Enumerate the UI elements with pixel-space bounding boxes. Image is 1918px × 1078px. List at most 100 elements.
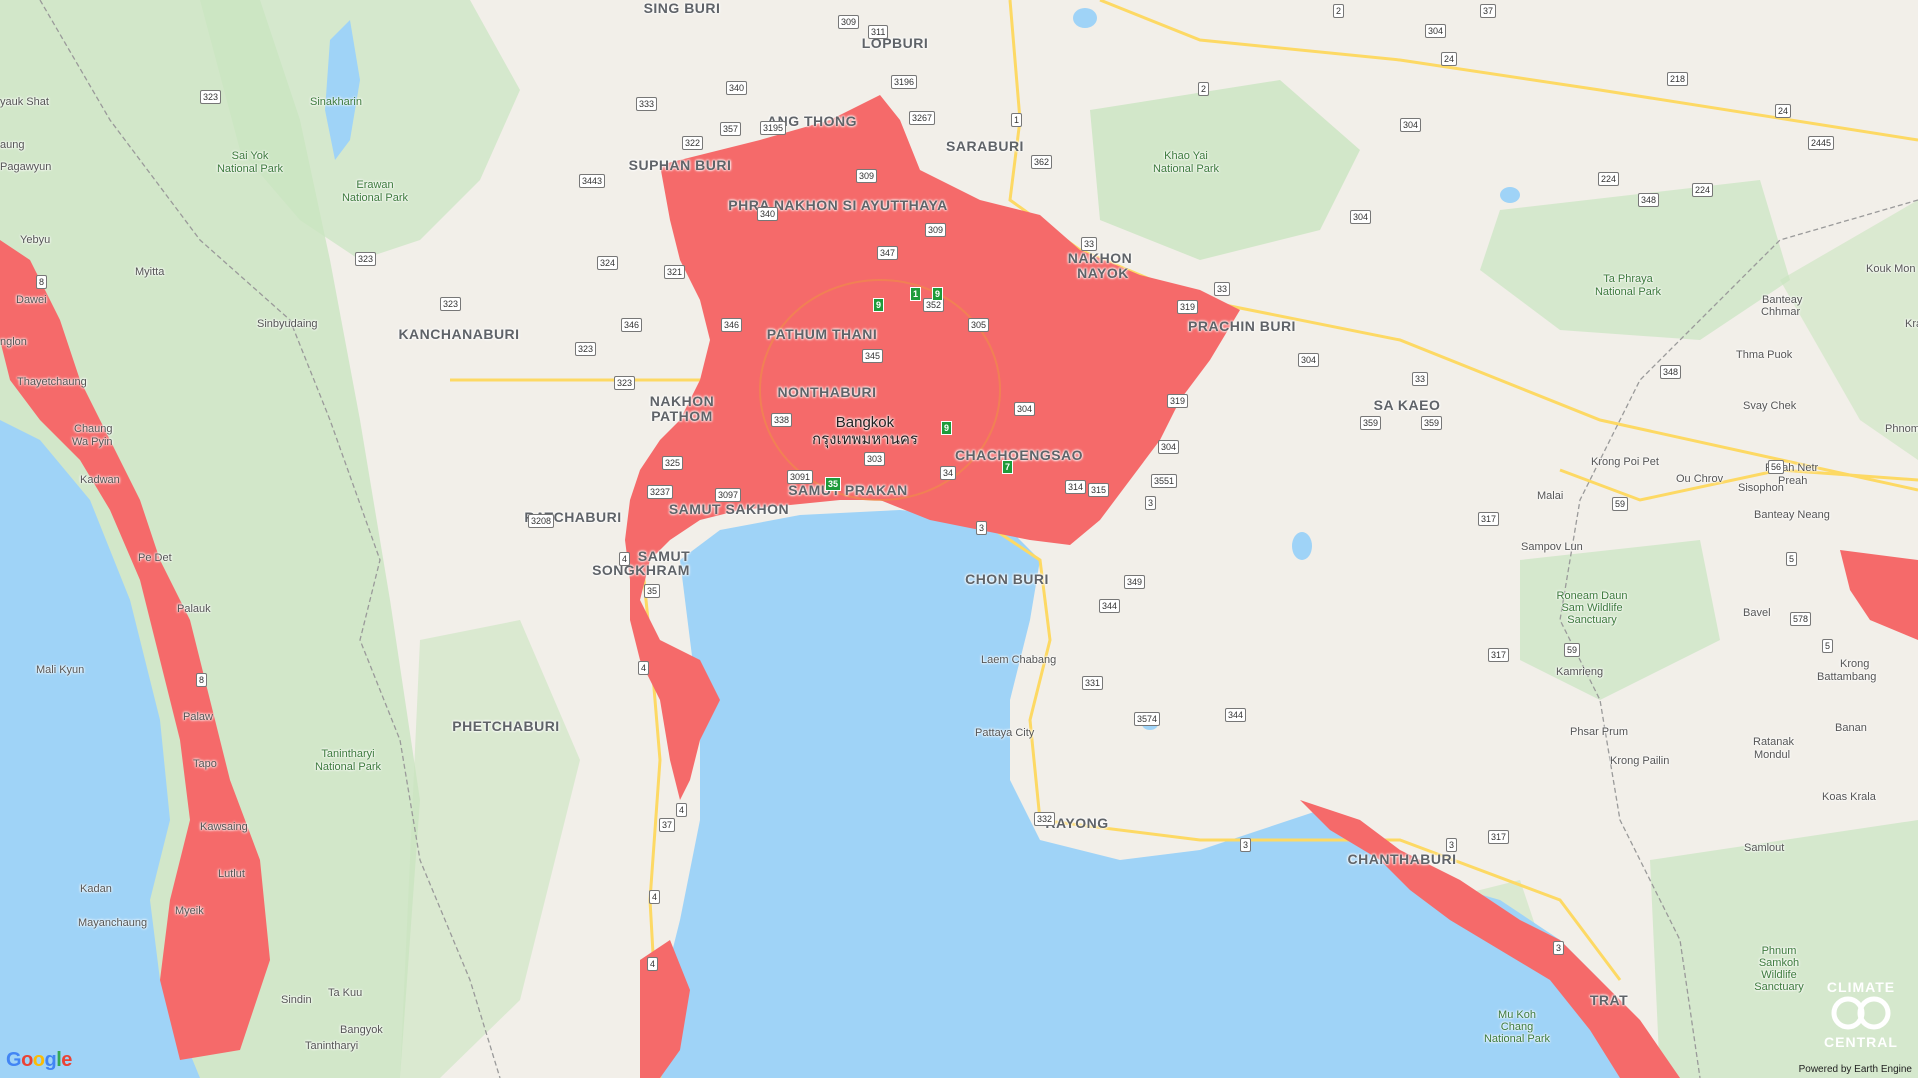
province-label[interactable]: SAMUT SAKHON	[668, 501, 790, 517]
town-label[interactable]: Svay Chek	[1743, 400, 1797, 412]
town-label[interactable]: Pattaya City	[975, 727, 1035, 739]
province-label[interactable]: PATHUM THANI	[766, 326, 878, 342]
town-label[interactable]: Banteay	[1762, 294, 1803, 306]
town-label[interactable]: Palaw	[183, 711, 213, 723]
town-label[interactable]: Sisophon	[1738, 482, 1784, 494]
town-label[interactable]: Tanintharyi	[305, 1040, 359, 1052]
province-label[interactable]: PHETCHABURI	[452, 718, 560, 734]
town-label[interactable]: Yebyu	[20, 234, 51, 246]
route-shield: 305	[968, 318, 990, 332]
town-label[interactable]: Sampov Lun	[1521, 541, 1583, 553]
town-label[interactable]: Pe Det	[138, 552, 172, 564]
route-shield: 323	[200, 90, 222, 104]
route-shield: 59	[1564, 643, 1581, 657]
route-shield: 323	[440, 297, 462, 311]
town-label[interactable]: aung	[0, 139, 25, 151]
town-label[interactable]: Bangyok	[340, 1024, 383, 1036]
town-label[interactable]: Chhmar	[1761, 306, 1801, 318]
province-label[interactable]: LOPBURI	[861, 35, 929, 51]
town-label[interactable]: Samlout	[1744, 842, 1785, 854]
town-label[interactable]: Sinbyudaing	[257, 318, 318, 330]
town-label[interactable]: Krong Poi Pet	[1591, 456, 1659, 468]
province-label[interactable]: SARABURI	[946, 138, 1024, 154]
province-label[interactable]: SAMUT	[637, 548, 691, 564]
province-label[interactable]: PRACHIN BURI	[1188, 318, 1296, 334]
route-shield: 224	[1598, 172, 1620, 186]
town-label[interactable]: Tapo	[193, 758, 217, 770]
town-label[interactable]: Palauk	[177, 603, 211, 615]
province-label[interactable]: SA KAEO	[1373, 397, 1441, 413]
town-label[interactable]: Wa Pyin	[72, 436, 113, 448]
province-label[interactable]: NAYOK	[1077, 265, 1129, 281]
town-label[interactable]: Mondul	[1754, 749, 1791, 761]
town-label[interactable]: Lutlut	[218, 868, 245, 880]
town-label[interactable]: Banan	[1835, 722, 1867, 734]
province-label[interactable]: RAYONG	[1045, 815, 1109, 831]
route-shield: 348	[1660, 365, 1682, 379]
province-label[interactable]: NAKHON	[1067, 250, 1133, 266]
route-shield: 323	[614, 376, 636, 390]
province-label[interactable]: CHON BURI	[965, 571, 1049, 587]
town-label[interactable]: Koas Krala	[1822, 791, 1876, 803]
route-shield: 224	[1692, 183, 1714, 197]
town-label[interactable]: Thayetchaung	[17, 376, 87, 388]
route-shield: 3443	[579, 174, 606, 188]
route-shield: 319	[1167, 394, 1189, 408]
town-label[interactable]: Krong	[1840, 658, 1870, 670]
route-shield: 3091	[787, 470, 814, 484]
province-label[interactable]: PATHOM	[651, 408, 713, 424]
town-label[interactable]: Ta Kuu	[328, 987, 363, 999]
province-label[interactable]: CHACHOENGSAO	[954, 447, 1084, 463]
route-shield: 304	[1298, 353, 1320, 367]
province-label[interactable]: NAKHON	[649, 393, 715, 409]
town-label[interactable]: Dawei	[16, 294, 47, 306]
town-label[interactable]: Kadwan	[80, 474, 120, 486]
town-label[interactable]: Ou Chrov	[1676, 473, 1724, 485]
province-label[interactable]: SUPHAN BURI	[628, 157, 732, 173]
town-label[interactable]: Kawsaing	[200, 821, 248, 833]
province-label[interactable]: TRAT	[1589, 992, 1629, 1008]
town-label[interactable]: Malai	[1537, 490, 1564, 502]
town-label[interactable]: Phsar Prum	[1570, 726, 1629, 738]
town-label[interactable]: Battambang	[1817, 671, 1877, 683]
province-label[interactable]: NONTHABURI	[777, 384, 877, 400]
town-label[interactable]: Thma Puok	[1736, 349, 1793, 361]
park-label: National Park	[1483, 1033, 1551, 1045]
park-label: National Park	[1152, 163, 1220, 175]
town-label[interactable]: Mayanchaung	[78, 917, 148, 929]
town-label[interactable]: yauk Shat	[0, 96, 49, 108]
province-label[interactable]: SING BURI	[643, 0, 721, 16]
province-label[interactable]: KANCHANABURI	[398, 326, 520, 342]
town-label[interactable]: Laem Chabang	[981, 654, 1057, 666]
province-label[interactable]: SONGKHRAM	[592, 562, 690, 578]
town-label[interactable]: Sindin	[281, 994, 312, 1006]
town-label[interactable]: Krong Pailin	[1610, 755, 1670, 767]
town-label[interactable]: Phnom S	[1885, 423, 1918, 435]
route-shield: 3195	[760, 121, 787, 135]
town-label[interactable]: Kamrieng	[1556, 666, 1604, 678]
province-label[interactable]: ANG THONG	[766, 113, 858, 129]
expressway-shield: 9	[941, 421, 953, 435]
capital-label-bangkok[interactable]: Bangkok กรุงเทพมหานคร	[812, 414, 918, 449]
town-label[interactable]: nglon	[0, 336, 27, 348]
route-shield: 5	[1786, 552, 1798, 566]
town-label[interactable]: Myitta	[135, 266, 165, 278]
town-label[interactable]: Bavel	[1743, 607, 1771, 619]
town-label[interactable]: Kra	[1905, 318, 1918, 330]
province-label[interactable]: CHANTHABURI	[1347, 851, 1457, 867]
town-label[interactable]: Ratanak	[1753, 736, 1794, 748]
town-label[interactable]: Kouk Mon	[1866, 263, 1916, 275]
park-label: Samkoh	[1758, 957, 1800, 969]
town-label[interactable]: Myeik	[175, 905, 204, 917]
town-label[interactable]: Pagawyun	[0, 161, 52, 173]
province-label[interactable]: PHRA NAKHON SI AYUTTHAYA	[728, 197, 948, 213]
town-label[interactable]: Mali Kyun	[36, 664, 85, 676]
town-label[interactable]: Kadan	[80, 883, 112, 895]
town-label[interactable]: Chaung	[74, 423, 113, 435]
route-shield: 3237	[647, 485, 674, 499]
park-label: Sam Wildlife	[1561, 602, 1623, 614]
province-label[interactable]: SAMUT PRAKAN	[788, 482, 908, 498]
town-label[interactable]: Preah	[1778, 475, 1808, 487]
town-label[interactable]: Banteay Neang	[1754, 509, 1830, 521]
